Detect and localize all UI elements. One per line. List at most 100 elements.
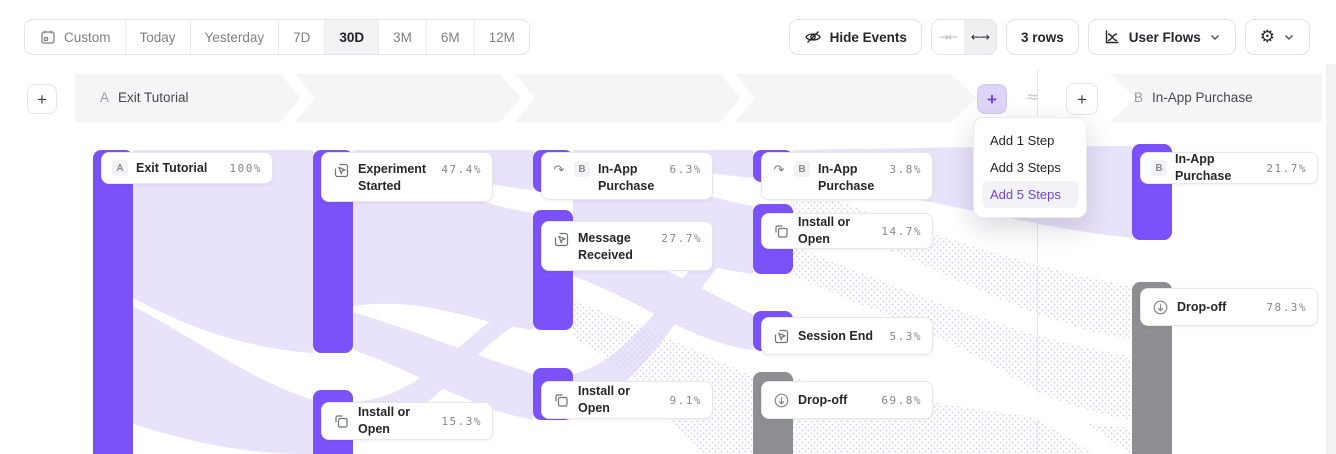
node-message-received[interactable]: Message Received 27.7% [541, 221, 713, 271]
windows-icon [552, 391, 570, 409]
node-percent: 100% [229, 161, 262, 175]
flow-bar[interactable] [93, 150, 133, 454]
date-range-yesterday[interactable]: Yesterday [190, 20, 280, 54]
collapse-arrows-icon: →← [938, 30, 958, 44]
node-percent: 21.7% [1266, 161, 1307, 175]
node-drop-off[interactable]: Drop-off 78.3% [1140, 288, 1318, 326]
date-range-30d-selected[interactable]: 30D [325, 20, 380, 54]
menu-item-add-1-step[interactable]: Add 1 Step [982, 127, 1078, 154]
approx-join-symbol: ≈ [1026, 87, 1039, 106]
add-step-left-button[interactable]: + [27, 84, 57, 114]
date-range-today[interactable]: Today [125, 20, 191, 54]
node-percent: 69.8% [881, 393, 922, 407]
node-install-or-open[interactable]: Install or Open 9.1% [541, 381, 713, 419]
node-label: In-App Purchase [818, 162, 875, 193]
date-range-label: 7D [293, 29, 311, 45]
collapse-columns-button[interactable]: →← [932, 20, 964, 54]
expand-columns-button[interactable]: ←→ [963, 20, 996, 54]
node-experiment-started[interactable]: Experiment Started 47.4% [321, 152, 493, 202]
date-range-12m[interactable]: 12M [474, 20, 529, 54]
step-badge: A [112, 160, 128, 176]
node-label: In-App Purchase [1175, 152, 1232, 183]
date-range-label: 12M [488, 29, 515, 45]
date-range-3m[interactable]: 3M [379, 20, 427, 54]
section-a-header[interactable]: A Exit Tutorial [100, 90, 189, 105]
add-step-right-button[interactable]: + [1066, 83, 1098, 115]
step-badge: B [1151, 160, 1167, 176]
date-range-label: 3M [393, 29, 412, 45]
node-label: Drop-off [1177, 299, 1227, 314]
hide-events-label: Hide Events [829, 29, 907, 45]
node-in-app-purchase[interactable]: ↷ B In-App Purchase 6.3% [541, 152, 713, 200]
node-percent: 9.1% [669, 393, 702, 407]
node-in-app-purchase[interactable]: ↷ B In-App Purchase 3.8% [761, 152, 933, 200]
jump-arrow-icon: ↷ [773, 162, 785, 178]
collapse-expand-control: →← ←→ [930, 19, 997, 55]
node-session-end[interactable]: Session End 5.3% [761, 317, 933, 355]
node-percent: 15.3% [441, 414, 482, 428]
hide-events-button[interactable]: Hide Events [788, 19, 922, 55]
section-b-header[interactable]: B In-App Purchase [1134, 90, 1253, 105]
node-label: Install or Open [798, 215, 851, 246]
menu-item-add-3-steps[interactable]: Add 3 Steps [982, 154, 1078, 181]
date-range-6m[interactable]: 6M [426, 20, 475, 54]
rows-button[interactable]: 3 rows [1005, 19, 1079, 55]
menu-item-label: Add 1 Step [990, 133, 1055, 148]
jump-arrow-icon: ↷ [553, 162, 565, 178]
menu-item-label: Add 5 Steps [990, 187, 1061, 202]
node-drop-off[interactable]: Drop-off 69.8% [761, 381, 933, 419]
custom-event-icon [332, 161, 350, 179]
node-install-or-open[interactable]: Install or Open 15.3% [321, 402, 493, 440]
add-step-menu-button[interactable]: + [977, 84, 1007, 114]
menu-item-add-5-steps[interactable]: Add 5 Steps [982, 181, 1078, 208]
menu-item-label: Add 3 Steps [990, 160, 1061, 175]
drop-off-icon [1151, 298, 1169, 316]
view-selector-label: User Flows [1128, 29, 1201, 45]
date-range-label: Today [139, 29, 176, 45]
node-in-app-purchase[interactable]: B In-App Purchase 21.7% [1140, 152, 1318, 184]
section-letter: A [100, 90, 110, 105]
custom-event-icon [772, 327, 790, 345]
node-label: Install or Open [358, 405, 411, 436]
toolbar: Custom Today Yesterday 7D 30D 3M 6M 12M … [0, 0, 1336, 66]
node-label: Experiment Started [358, 162, 427, 193]
date-range-custom[interactable]: Custom [25, 20, 126, 54]
node-label: In-App Purchase [598, 162, 655, 193]
node-percent: 3.8% [889, 163, 922, 176]
date-range-7d[interactable]: 7D [279, 20, 326, 54]
node-exit-tutorial[interactable]: A Exit Tutorial 100% [101, 152, 273, 184]
step-badge: B [574, 161, 590, 177]
node-label: Session End [798, 328, 874, 343]
chevron-down-icon [1283, 31, 1295, 43]
chevron-down-icon [1209, 31, 1221, 43]
eye-off-icon [804, 28, 822, 46]
add-step-dropdown-menu: Add 1 Step Add 3 Steps Add 5 Steps [973, 117, 1087, 218]
node-install-or-open[interactable]: Install or Open 14.7% [761, 213, 933, 249]
node-label: Drop-off [798, 392, 848, 407]
view-selector-button[interactable]: User Flows [1087, 19, 1236, 55]
section-label: Exit Tutorial [118, 90, 189, 105]
section-label: In-App Purchase [1152, 90, 1253, 105]
expand-arrows-icon: ←→ [970, 30, 990, 44]
windows-icon [772, 222, 790, 240]
custom-event-icon [552, 230, 570, 248]
node-label: Message Received [578, 231, 633, 262]
rows-label: 3 rows [1020, 29, 1064, 45]
right-edge-gutter [1326, 64, 1336, 454]
settings-button[interactable]: ⚙ [1244, 19, 1310, 55]
date-range-label: Custom [64, 29, 111, 45]
node-percent: 14.7% [881, 224, 922, 238]
node-label: Exit Tutorial [136, 160, 208, 175]
node-percent: 6.3% [669, 163, 702, 176]
date-range-label: 30D [339, 29, 365, 45]
flow-chart-icon [1103, 28, 1121, 46]
plus-icon: + [987, 89, 997, 109]
plus-icon: + [1077, 89, 1087, 109]
date-range-control: Custom Today Yesterday 7D 30D 3M 6M 12M [24, 19, 530, 55]
node-percent: 78.3% [1266, 300, 1307, 314]
step-badge: B [794, 161, 810, 177]
drop-off-icon [772, 391, 790, 409]
plus-icon: + [37, 89, 47, 109]
gear-icon: ⚙ [1259, 26, 1275, 47]
